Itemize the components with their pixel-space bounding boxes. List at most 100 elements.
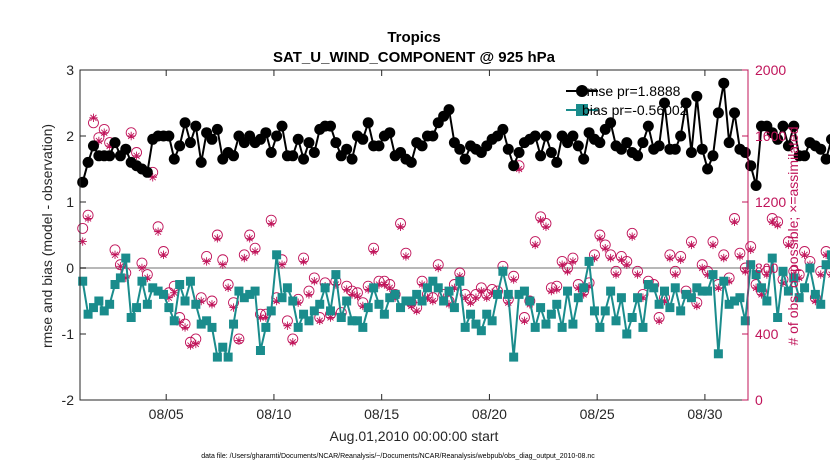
rmse-point: [632, 150, 644, 162]
bias-point: [552, 299, 562, 309]
x-tick-label: 08/30: [687, 406, 722, 422]
rmse-point: [578, 153, 590, 165]
rmse-point: [459, 153, 471, 165]
obs-assimilated-point: [757, 290, 766, 299]
obs-assimilated-point: [380, 280, 389, 289]
rmse-point: [330, 137, 342, 149]
obs-assimilated-point: [676, 255, 685, 264]
x-tick-label: 08/25: [580, 406, 615, 422]
rmse-point: [271, 130, 283, 142]
rmse-point: [265, 147, 277, 158]
bias-point: [449, 303, 459, 313]
obs-assimilated-point: [401, 252, 411, 261]
obs-assimilated-point: [89, 113, 98, 123]
y-axis-left-label: rmse and bias (model - observation): [39, 124, 55, 348]
bias-point: [374, 299, 384, 309]
bias-point: [352, 316, 362, 326]
bias-point: [78, 276, 88, 286]
bias-point: [595, 322, 605, 332]
obs-assimilated-point: [347, 290, 357, 299]
bias-point: [88, 303, 98, 313]
bias-point: [649, 283, 659, 293]
bias-point: [692, 283, 702, 293]
x-axis: 08/05 08/10 08/15 08/20 08/25 08/30: [149, 70, 723, 422]
bias-point: [175, 280, 185, 289]
bias-point: [460, 322, 470, 332]
rmse-point: [497, 123, 509, 135]
obs-assimilated-point: [250, 247, 260, 256]
chart-title: Tropics: [387, 29, 440, 46]
obs-assimilated-point: [724, 277, 734, 286]
obs-assimilated-point: [708, 240, 718, 250]
obs-assimilated-point: [110, 250, 120, 259]
obs-assimilated-point: [277, 260, 287, 269]
bias-point: [239, 293, 249, 303]
obs-assimilated-point: [487, 288, 497, 297]
rmse-point: [120, 143, 132, 155]
bias-point: [713, 349, 723, 359]
rmse-series: [77, 77, 830, 191]
obs-assimilated-point: [660, 296, 669, 306]
rmse-point: [707, 150, 719, 162]
obs-assimilated-point: [606, 253, 615, 263]
bias-point: [439, 296, 449, 306]
bias-point: [455, 276, 465, 286]
bias-point: [433, 283, 443, 293]
bias-point: [132, 303, 142, 313]
bias-point: [751, 270, 761, 280]
bias-point: [358, 322, 368, 332]
bias-point: [724, 299, 734, 309]
bias-point: [363, 303, 373, 313]
rmse-point: [276, 120, 288, 132]
obs-assimilated-point: [579, 290, 588, 299]
bias-point: [401, 296, 411, 306]
obs-assimilated-point: [126, 131, 136, 141]
obs-assimilated-point: [665, 253, 675, 263]
obs-assimilated-point: [159, 250, 168, 259]
bias-point: [288, 296, 298, 306]
bias-point: [476, 326, 486, 336]
obs-assimilated-point: [207, 300, 217, 309]
rmse-point: [545, 147, 557, 158]
x-tick-label: 08/20: [472, 406, 507, 422]
rmse-point: [772, 133, 784, 145]
obs-assimilated-point: [654, 316, 664, 325]
rmse-point: [228, 150, 240, 162]
rmse-point: [163, 130, 175, 142]
bias-point: [681, 289, 691, 299]
rmse-point: [357, 133, 369, 145]
bias-point: [293, 322, 303, 332]
obs-assimilated-point: [353, 291, 362, 301]
bias-point: [773, 313, 783, 322]
obs-assimilated-point: [768, 217, 777, 226]
obs-assimilated-point: [197, 296, 206, 306]
bias-point: [385, 293, 395, 303]
obs-assimilated-point: [272, 296, 281, 306]
bias-point: [428, 276, 438, 286]
y-right-tick-label: 1200: [755, 194, 786, 210]
obs-assimilated-point: [304, 290, 314, 299]
obs-assimilated-point: [364, 285, 373, 294]
obs-assimilated-point: [299, 257, 308, 266]
obs-assimilated-point: [83, 214, 93, 223]
rmse-point: [303, 137, 315, 149]
bias-point: [164, 303, 174, 313]
bias-point: [169, 316, 179, 326]
obs-assimilated-point: [434, 263, 443, 273]
bias-point: [185, 276, 195, 286]
bias-point: [746, 260, 756, 270]
obs-assimilated-point: [121, 273, 130, 283]
obs-assimilated-point: [590, 253, 599, 263]
rmse-point: [529, 130, 541, 142]
rmse-point: [637, 137, 649, 149]
obs-possible-point: [826, 266, 830, 277]
bias-point: [665, 303, 675, 313]
obs-assimilated-point: [601, 244, 610, 253]
obs-assimilated-point: [730, 217, 739, 226]
obs-assimilated-point: [595, 234, 605, 243]
bias-point: [342, 296, 352, 306]
y-axis-left: -2 -1 0 1 2 3: [62, 62, 86, 408]
obs-assimilated-point: [714, 283, 723, 292]
rmse-point: [621, 137, 633, 149]
rmse-point: [739, 147, 751, 158]
